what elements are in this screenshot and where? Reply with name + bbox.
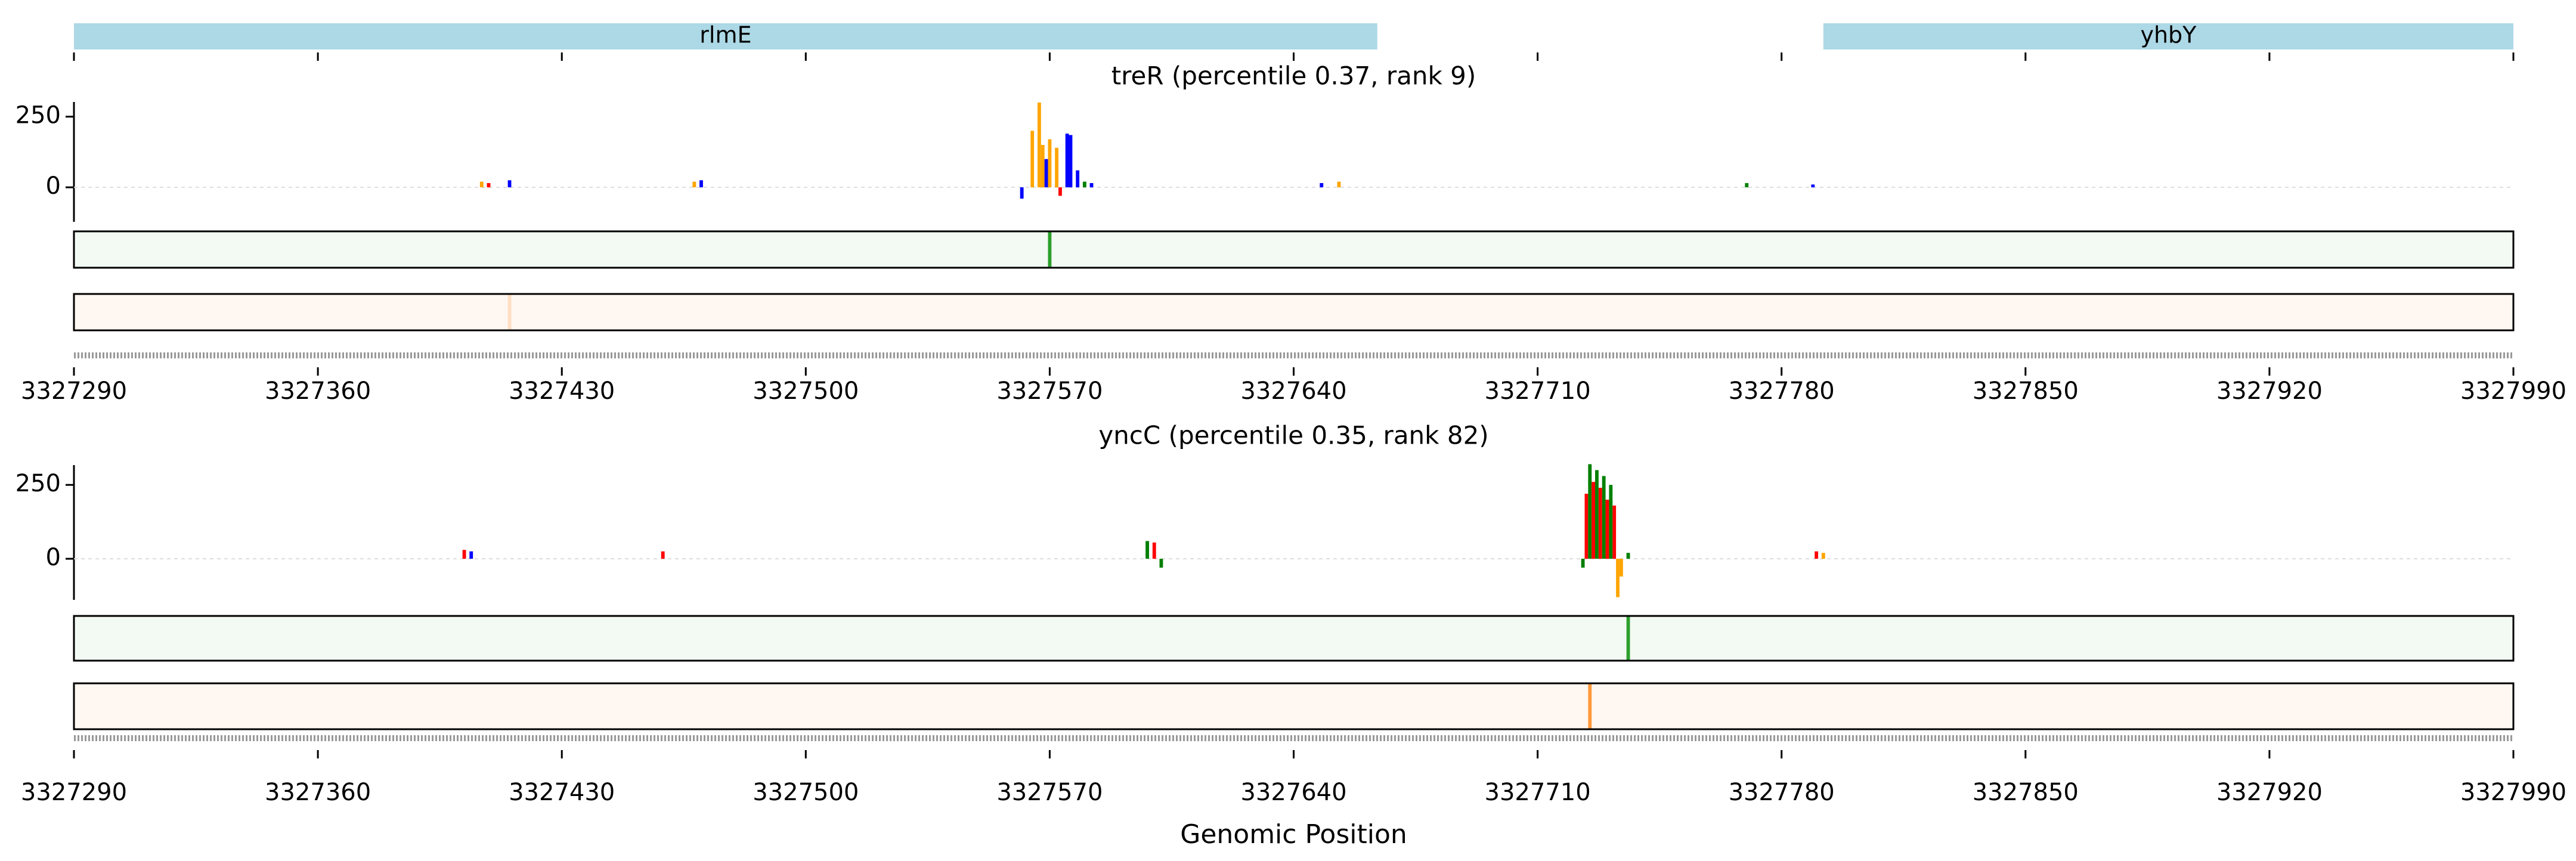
attribution-bar — [1598, 488, 1602, 559]
attribution-bar — [1612, 505, 1617, 559]
attribution-bar — [1602, 476, 1606, 559]
attribution-bar — [661, 551, 665, 559]
attribution-bar — [469, 551, 473, 559]
track-cell — [1588, 683, 1592, 729]
attribution-bar — [1159, 559, 1163, 568]
attribution-bar — [1616, 559, 1620, 597]
gene — [74, 23, 1377, 49]
attribution-bar — [1058, 187, 1062, 196]
x-tick-label: 3327780 — [1729, 779, 1835, 806]
attribution-bar — [1055, 147, 1059, 188]
gene — [1823, 23, 2513, 49]
track-cell — [1626, 616, 1630, 661]
x-tick-label: 3327640 — [1240, 377, 1346, 405]
x-tick-label: 3327990 — [2460, 377, 2566, 405]
x-tick-label: 3327500 — [753, 779, 859, 806]
attribution-bar — [1152, 542, 1156, 559]
track-frame — [73, 230, 2515, 269]
y-tick-label: 250 — [16, 470, 61, 497]
track-background — [74, 294, 2513, 330]
attribution-bar — [1605, 499, 1609, 559]
x-tick-label: 3327850 — [1973, 779, 2079, 806]
attribution-bar — [1811, 184, 1815, 188]
x-tick-label: 3327290 — [21, 779, 127, 806]
y-tick-label: 0 — [46, 544, 61, 571]
x-tick-label: 3327640 — [1240, 779, 1346, 806]
gene-label: rlmE — [699, 22, 751, 48]
x-tick-label: 3327290 — [21, 377, 127, 405]
attribution-bar — [1626, 553, 1630, 559]
attribution-bar — [1584, 494, 1589, 559]
attribution-bar — [1821, 553, 1825, 559]
track-background — [74, 231, 2513, 268]
track-frame — [73, 682, 2515, 730]
attribution-bar — [462, 550, 466, 559]
attribution-bar — [487, 183, 491, 188]
track-cell — [507, 294, 512, 330]
x-tick-label: 3327920 — [2216, 377, 2323, 405]
attribution-bar — [1815, 551, 1819, 559]
attribution-bar — [1609, 485, 1613, 559]
attribution-bar — [1337, 181, 1341, 188]
x-tick-label: 3327850 — [1973, 377, 2079, 405]
attribution-bar — [1089, 183, 1094, 188]
attribution-bar — [1044, 159, 1048, 188]
track-background — [74, 683, 2513, 729]
attribution-bar — [1076, 170, 1080, 188]
x-tick-label: 3327360 — [265, 779, 371, 806]
x-tick-label: 3327920 — [2216, 779, 2323, 806]
attribution-bar — [1581, 559, 1585, 568]
x-tick-label: 3327780 — [1729, 377, 1835, 405]
attribution-bar — [1069, 135, 1073, 188]
attribution-bar — [1745, 183, 1749, 188]
x-tick-label: 3327360 — [265, 377, 371, 405]
attribution-bar — [1595, 470, 1599, 559]
attribution-bar — [699, 180, 703, 188]
attribution-bar — [1037, 102, 1041, 188]
attribution-bar — [1048, 139, 1052, 188]
x-tick-label: 3327710 — [1485, 377, 1591, 405]
attribution-bar — [1041, 145, 1045, 188]
attribution-bar — [1588, 464, 1592, 559]
x-tick-label: 3327570 — [996, 377, 1103, 405]
panel-title: yncC (percentile 0.35, rank 82) — [1098, 421, 1488, 450]
attribution-bar — [1320, 183, 1324, 188]
x-tick-label: 3327990 — [2460, 779, 2566, 806]
gene-label: yhbY — [2140, 22, 2197, 48]
x-tick-label: 3327430 — [509, 779, 615, 806]
track-background — [74, 616, 2513, 661]
x-tick-label: 3327710 — [1485, 779, 1591, 806]
attribution-bar — [1592, 482, 1596, 559]
attribution-bar — [479, 181, 484, 188]
attribution-bar — [1020, 187, 1024, 199]
attribution-bar — [1065, 134, 1069, 188]
track-frame — [73, 293, 2515, 332]
attribution-bar — [1145, 541, 1149, 559]
panel-title: treR (percentile 0.37, rank 9) — [1111, 61, 1476, 91]
track-frame — [73, 615, 2515, 662]
x-axis-label: Genomic Position — [1180, 819, 1407, 850]
x-tick-label: 3327570 — [996, 779, 1103, 806]
attribution-bar — [1619, 559, 1623, 577]
x-tick-label: 3327430 — [509, 377, 615, 405]
attribution-bar — [1082, 181, 1086, 188]
y-tick-label: 0 — [46, 172, 61, 200]
attribution-bar — [507, 180, 512, 188]
attribution-bar — [692, 181, 696, 188]
y-tick-label: 250 — [16, 102, 61, 129]
track-cell — [1048, 231, 1052, 268]
x-tick-label: 3327500 — [753, 377, 859, 405]
attribution-bar — [1030, 131, 1035, 188]
